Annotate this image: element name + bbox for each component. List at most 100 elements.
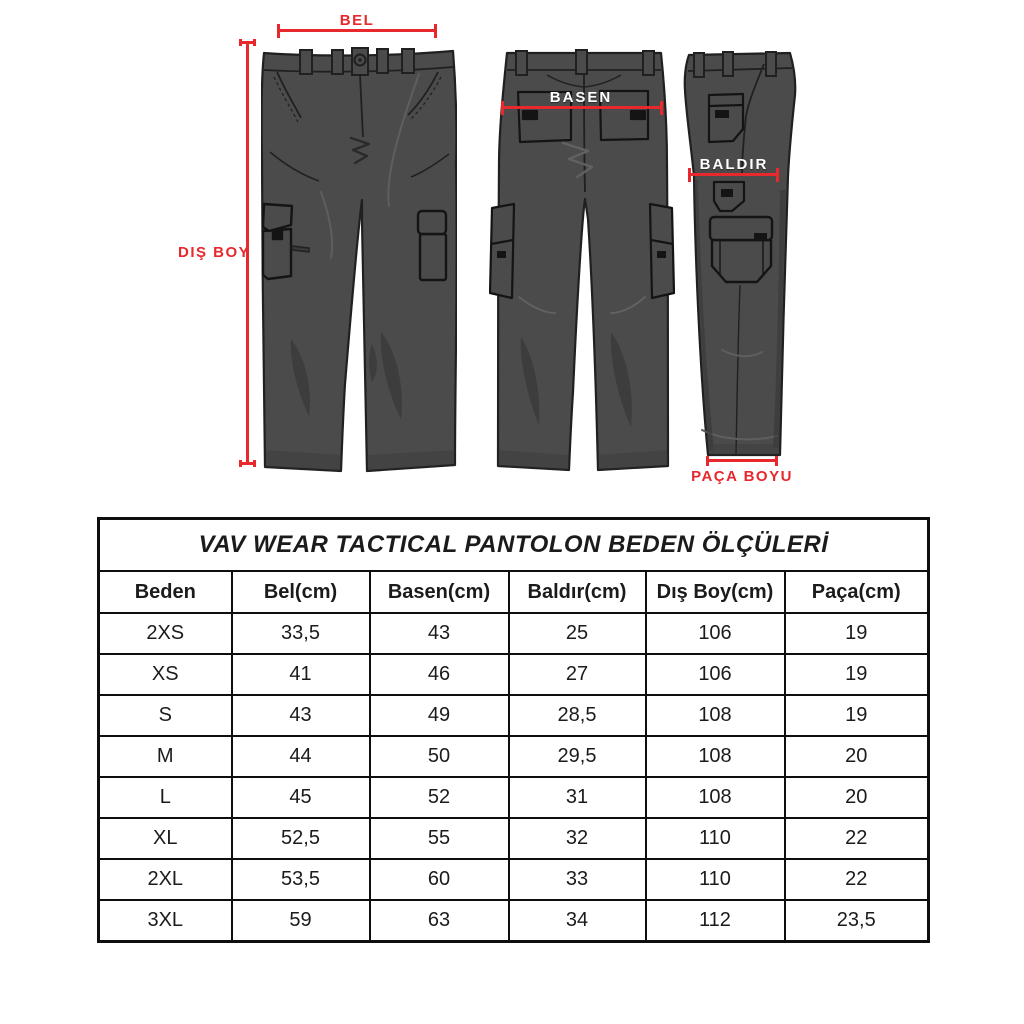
size-table-body: 2XS 33,5 43 25 106 19 XS 41 46 27 106 19 S 43 49 28,5 10… — [97, 612, 930, 943]
front-right-cargo-pocket — [416, 209, 448, 282]
pants-front-view — [261, 47, 457, 473]
size-cell: 3XL — [97, 899, 233, 943]
value-cell: 19 — [783, 612, 930, 655]
size-table-section: VAV WEAR TACTICAL PANTOLON BEDEN ÖLÇÜLER… — [97, 517, 931, 943]
basen-measure-line — [501, 100, 663, 115]
value-cell: 33 — [507, 858, 647, 901]
side-beltloops — [693, 51, 777, 78]
table-row: XL 52,5 55 32 110 22 — [97, 817, 930, 860]
value-cell: 106 — [644, 653, 786, 696]
bel-measure-line — [277, 23, 437, 38]
dis-boy-top-cap — [239, 39, 256, 46]
value-cell: 19 — [783, 694, 930, 737]
value-cell: 41 — [230, 653, 371, 696]
table-header-row: Beden Bel(cm) Basen(cm) Baldır(cm) Dış B… — [97, 570, 930, 614]
back-pockets — [516, 89, 650, 144]
table-title: VAV WEAR TACTICAL PANTOLON BEDEN ÖLÇÜLER… — [97, 517, 930, 572]
value-cell: 106 — [644, 612, 786, 655]
table-title-row: VAV WEAR TACTICAL PANTOLON BEDEN ÖLÇÜLER… — [97, 517, 930, 572]
table-row: XS 41 46 27 106 19 — [97, 653, 930, 696]
size-cell: M — [97, 735, 233, 778]
col-header-baldir: Baldır(cm) — [507, 570, 647, 614]
table-row: 2XL 53,5 60 33 110 22 — [97, 858, 930, 901]
value-cell: 44 — [230, 735, 371, 778]
baldir-measure-label: BALDIR — [699, 156, 769, 173]
back-beltloops — [515, 49, 655, 76]
value-cell: 110 — [644, 858, 786, 901]
value-cell: 46 — [368, 653, 510, 696]
value-cell: 31 — [507, 776, 647, 819]
pants-measurement-diagram: BEL DIŞ BOY BASEN BALDIR PAÇA BOYU — [178, 12, 797, 485]
value-cell: 27 — [507, 653, 647, 696]
value-cell: 108 — [644, 694, 786, 737]
value-cell: 63 — [368, 899, 510, 943]
table-row: M 44 50 29,5 108 20 — [97, 735, 930, 778]
value-cell: 23,5 — [783, 899, 930, 943]
value-cell: 20 — [783, 735, 930, 778]
value-cell: 20 — [783, 776, 930, 819]
dis-boy-measure-line — [246, 44, 249, 464]
size-cell: 2XL — [97, 858, 233, 901]
value-cell: 19 — [783, 653, 930, 696]
value-cell: 110 — [644, 817, 786, 860]
dis-boy-measure-label: DIŞ BOY — [178, 244, 251, 261]
back-side-cargo-pockets — [489, 202, 675, 300]
value-cell: 60 — [368, 858, 510, 901]
front-slit-pocket — [291, 245, 310, 253]
size-cell: XL — [97, 817, 233, 860]
value-cell: 50 — [368, 735, 510, 778]
col-header-beden: Beden — [97, 570, 233, 614]
side-small-pouch — [712, 180, 746, 213]
back-shading — [498, 332, 668, 470]
paca-boyu-measure-line — [706, 455, 778, 466]
value-cell: 34 — [507, 899, 647, 943]
size-cell: S — [97, 694, 233, 737]
pants-back-view — [489, 49, 675, 472]
value-cell: 53,5 — [230, 858, 371, 901]
value-cell: 45 — [230, 776, 371, 819]
side-cargo-pocket — [708, 215, 774, 284]
value-cell: 59 — [230, 899, 371, 943]
side-shading — [694, 180, 786, 455]
value-cell: 49 — [368, 694, 510, 737]
front-seams — [263, 66, 454, 182]
bel-measure-label: BEL — [339, 12, 375, 29]
col-header-paca: Paça(cm) — [783, 570, 930, 614]
value-cell: 108 — [644, 735, 786, 778]
value-cell: 25 — [507, 612, 647, 655]
value-cell: 32 — [507, 817, 647, 860]
side-upper-pocket — [707, 92, 745, 144]
size-cell: XS — [97, 653, 233, 696]
baldir-measure-line — [688, 167, 779, 182]
value-cell: 43 — [230, 694, 371, 737]
value-cell: 22 — [783, 858, 930, 901]
size-table: VAV WEAR TACTICAL PANTOLON BEDEN ÖLÇÜLER… — [97, 517, 931, 943]
value-cell: 29,5 — [507, 735, 647, 778]
dis-boy-bottom-cap — [239, 460, 256, 467]
table-row: S 43 49 28,5 108 19 — [97, 694, 930, 737]
size-cell: 2XS — [97, 612, 233, 655]
basen-measure-label: BASEN — [549, 89, 613, 106]
table-row: 2XS 33,5 43 25 106 19 — [97, 612, 930, 655]
col-header-disboy: Dış Boy(cm) — [644, 570, 786, 614]
value-cell: 43 — [368, 612, 510, 655]
front-wrinkles — [320, 73, 420, 259]
value-cell: 28,5 — [507, 694, 647, 737]
pants-side-view — [683, 51, 797, 457]
front-left-cargo-pocket — [261, 202, 294, 281]
front-body — [261, 49, 457, 473]
value-cell: 108 — [644, 776, 786, 819]
paca-boyu-measure-label: PAÇA BOYU — [691, 468, 793, 485]
value-cell: 22 — [783, 817, 930, 860]
table-row: 3XL 59 63 34 112 23,5 — [97, 899, 930, 943]
col-header-bel: Bel(cm) — [230, 570, 371, 614]
value-cell: 33,5 — [230, 612, 371, 655]
side-wrinkles — [701, 349, 778, 441]
value-cell: 52 — [368, 776, 510, 819]
back-wrinkles — [518, 141, 646, 314]
front-shading — [265, 332, 455, 471]
value-cell: 55 — [368, 817, 510, 860]
front-beltloops — [299, 47, 415, 76]
table-row: L 45 52 31 108 20 — [97, 776, 930, 819]
